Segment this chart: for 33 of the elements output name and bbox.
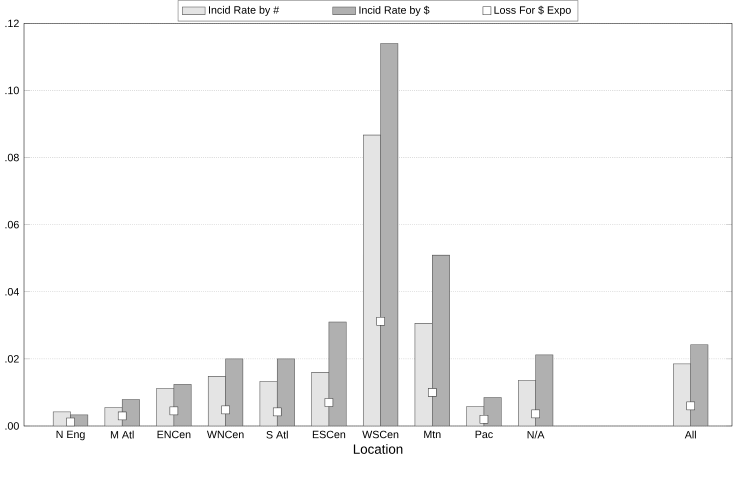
y-tick-label: .12 <box>5 20 19 28</box>
point <box>170 406 178 416</box>
y-tick-label: .04 <box>5 288 19 296</box>
y-tick-label: .10 <box>5 86 19 94</box>
point <box>531 410 540 418</box>
x-tick-label: N/A <box>528 430 544 439</box>
x-tick-label: WSCen <box>362 430 398 438</box>
y-tick-label: .06 <box>5 220 19 228</box>
x-tick-label: M Atl <box>110 430 134 439</box>
x-tick-label: N Eng <box>56 430 85 440</box>
point <box>66 418 75 426</box>
point <box>686 402 695 410</box>
y-tick-label: .02 <box>5 355 19 363</box>
x-tick-label: ESCen <box>312 430 346 438</box>
point <box>428 388 437 397</box>
x-tick-label: WNCen <box>206 430 244 438</box>
point <box>118 412 126 420</box>
x-tick-label: S Atl <box>266 430 288 439</box>
x-axis-title: Location <box>354 444 402 454</box>
y-tick-label: .08 <box>5 154 19 162</box>
point <box>376 317 385 326</box>
x-tick-label: All <box>684 430 696 438</box>
legend-label: Loss For $ Expo <box>494 6 571 16</box>
y-tick-label: .00 <box>5 422 19 430</box>
x-tick-label: ENCen <box>158 430 190 438</box>
point <box>480 415 488 424</box>
legend-label: Incid Rate by # <box>209 6 280 16</box>
x-tick-label: Pac <box>476 430 493 438</box>
point <box>221 406 230 414</box>
legend-label: Incid Rate by $ <box>359 6 430 16</box>
point <box>272 408 282 416</box>
point <box>324 398 334 407</box>
x-tick-label: Mtn <box>424 430 440 438</box>
